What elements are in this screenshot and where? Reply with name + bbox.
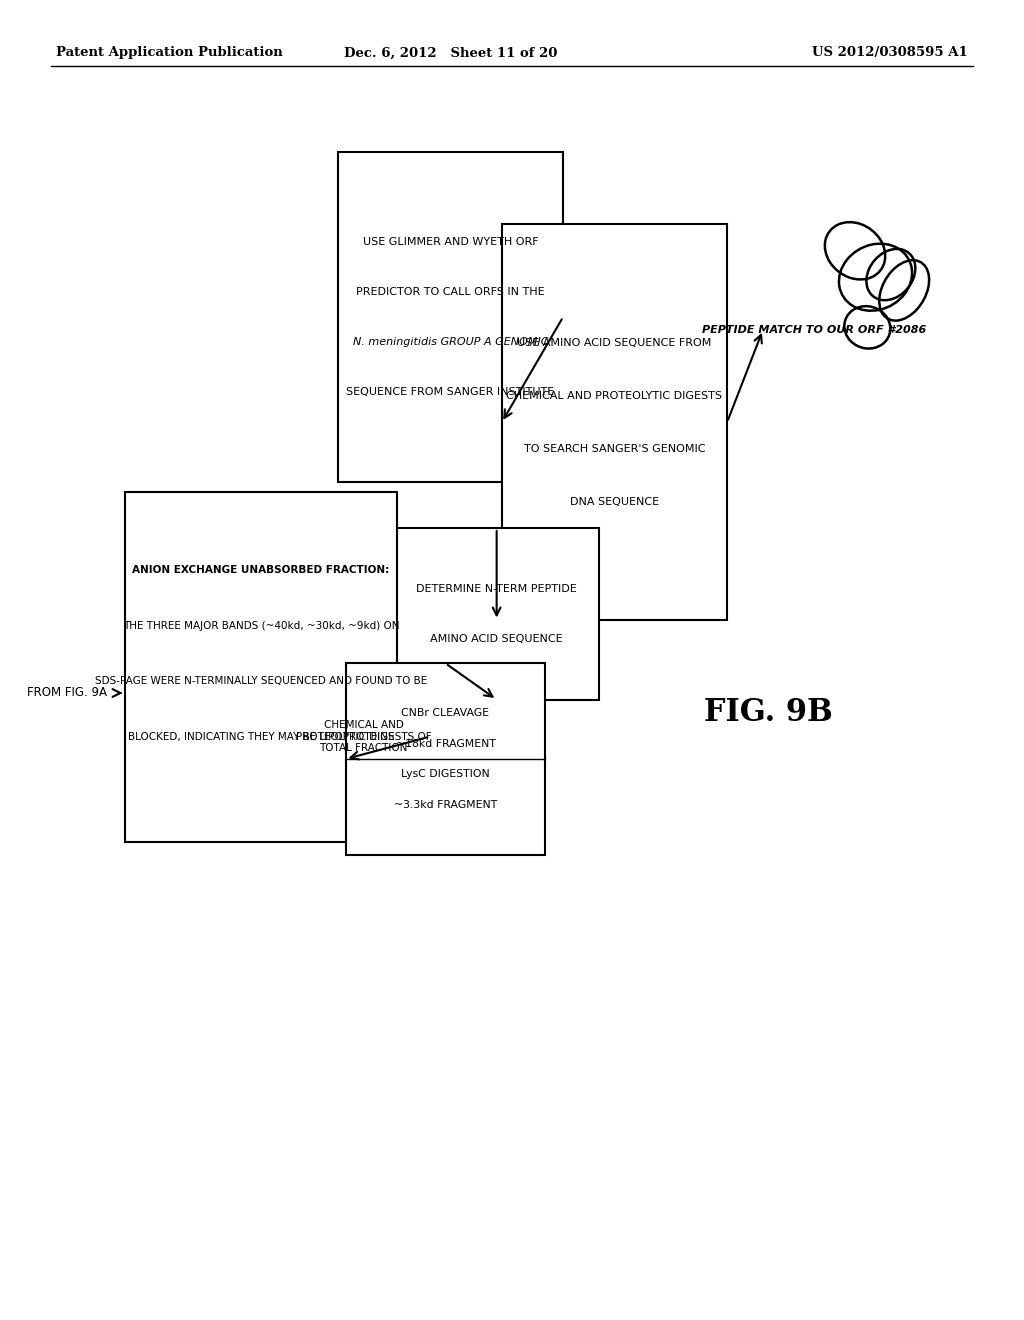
Bar <box>346 664 545 855</box>
Text: Dec. 6, 2012   Sheet 11 of 20: Dec. 6, 2012 Sheet 11 of 20 <box>344 46 557 59</box>
Text: SEQUENCE FROM SANGER INSTITUTE: SEQUENCE FROM SANGER INSTITUTE <box>346 387 555 397</box>
Text: PREDICTOR TO CALL ORFS IN THE: PREDICTOR TO CALL ORFS IN THE <box>356 286 545 297</box>
Text: BLOCKED, INDICATING THEY MAY BE LIPOPROTEINS: BLOCKED, INDICATING THEY MAY BE LIPOPROT… <box>128 731 394 742</box>
Text: Patent Application Publication: Patent Application Publication <box>56 46 283 59</box>
Text: US 2012/0308595 A1: US 2012/0308595 A1 <box>812 46 968 59</box>
Text: FROM FIG. 9A: FROM FIG. 9A <box>27 686 106 700</box>
Text: SDS-PAGE WERE N-TERMINALLY SEQUENCED AND FOUND TO BE: SDS-PAGE WERE N-TERMINALLY SEQUENCED AND… <box>95 676 427 686</box>
Text: ANION EXCHANGE UNABSORBED FRACTION:: ANION EXCHANGE UNABSORBED FRACTION: <box>132 565 390 576</box>
Bar <box>338 152 563 482</box>
Text: FIG. 9B: FIG. 9B <box>703 697 833 729</box>
Text: ~18kd FRAGMENT: ~18kd FRAGMENT <box>395 739 496 748</box>
Text: DNA SEQUENCE: DNA SEQUENCE <box>569 496 659 507</box>
Text: USE AMINO ACID SEQUENCE FROM: USE AMINO ACID SEQUENCE FROM <box>517 338 712 348</box>
Text: THE THREE MAJOR BANDS (~40kd, ~30kd, ~9kd) ON: THE THREE MAJOR BANDS (~40kd, ~30kd, ~9k… <box>123 620 399 631</box>
Text: PEPTIDE MATCH TO OUR ORF #2086: PEPTIDE MATCH TO OUR ORF #2086 <box>702 325 926 335</box>
Text: ~3.3kd FRAGMENT: ~3.3kd FRAGMENT <box>394 800 497 810</box>
Text: CHEMICAL AND PROTEOLYTIC DIGESTS: CHEMICAL AND PROTEOLYTIC DIGESTS <box>507 391 722 401</box>
Text: USE GLIMMER AND WYETH ORF: USE GLIMMER AND WYETH ORF <box>362 236 539 247</box>
Text: N. meningitidis GROUP A GENOMIC: N. meningitidis GROUP A GENOMIC <box>353 337 548 347</box>
Text: TO SEARCH SANGER'S GENOMIC: TO SEARCH SANGER'S GENOMIC <box>523 444 706 454</box>
Text: AMINO ACID SEQUENCE: AMINO ACID SEQUENCE <box>430 634 563 644</box>
Text: LysC DIGESTION: LysC DIGESTION <box>401 770 489 779</box>
Text: CHEMICAL AND
PROTEOLYTIC DIGESTS OF
TOTAL FRACTION: CHEMICAL AND PROTEOLYTIC DIGESTS OF TOTA… <box>296 719 431 754</box>
Bar <box>125 492 397 842</box>
Text: DETERMINE N-TERM PEPTIDE: DETERMINE N-TERM PEPTIDE <box>417 583 577 594</box>
Bar <box>394 528 599 700</box>
Text: CNBr CLEAVAGE: CNBr CLEAVAGE <box>401 708 489 718</box>
Bar <box>502 224 727 620</box>
